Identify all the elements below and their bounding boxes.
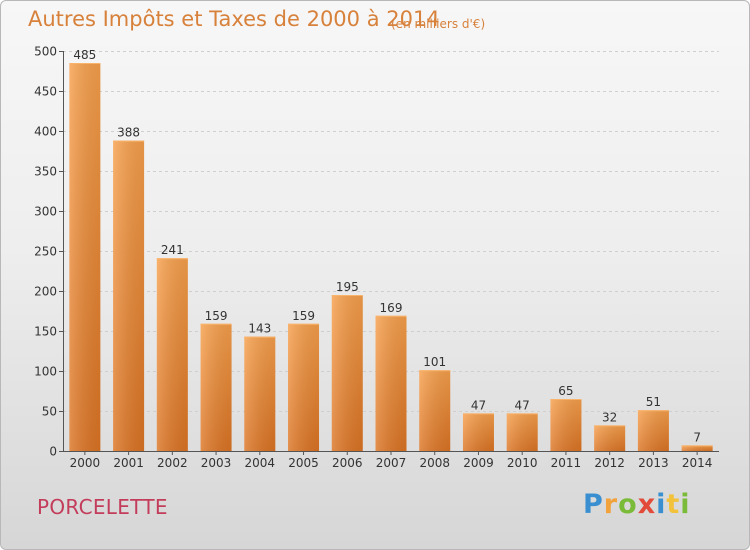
value-label-2014: 7 <box>693 430 701 444</box>
chart-title: Autres Impôts et Taxes de 2000 à 2014 <box>28 7 440 31</box>
x-tick-label-2010: 2010 <box>507 456 538 470</box>
value-label-2007: 169 <box>380 301 403 315</box>
bar-layer: 485 388 241 159 143 159 195 169 101 47 47 65 32 51 7 <box>69 48 713 451</box>
value-label-2010: 47 <box>515 398 530 412</box>
bar-shade-2001 <box>113 140 145 451</box>
y-tick-label: 450 <box>34 85 57 99</box>
y-tick-label: 150 <box>34 325 57 339</box>
x-tick-label-2012: 2012 <box>594 456 625 470</box>
y-tick-label: 400 <box>34 125 57 139</box>
y-tick-label: 500 <box>34 45 57 59</box>
bar-group-2006: 195 <box>331 280 363 451</box>
value-label-2001: 388 <box>117 126 140 140</box>
y-tick-label: 300 <box>34 205 57 219</box>
bar-shade-2003 <box>200 323 232 451</box>
bar-group-2014: 7 <box>681 430 713 451</box>
x-tick-label-2001: 2001 <box>113 456 144 470</box>
bar-group-2011: 65 <box>550 384 582 451</box>
logo-letter: i <box>656 489 667 520</box>
x-tick-label-2011: 2011 <box>551 456 582 470</box>
bar-shade-2006 <box>331 295 363 451</box>
bar-group-2008: 101 <box>419 355 451 451</box>
logo-letter: t <box>666 489 681 520</box>
bar-shade-2012 <box>594 425 626 451</box>
value-label-2005: 159 <box>292 309 315 323</box>
bar-group-2001: 388 <box>113 126 145 451</box>
value-label-2004: 143 <box>248 322 271 336</box>
value-label-2000: 485 <box>73 48 96 62</box>
bar-group-2000: 485 <box>69 48 101 451</box>
x-tick-label-2006: 2006 <box>332 456 363 470</box>
y-tick-label: 50 <box>42 405 57 419</box>
bar-group-2007: 169 <box>375 301 407 451</box>
value-label-2011: 65 <box>558 384 573 398</box>
bar-group-2004: 143 <box>244 322 276 451</box>
city-name: PORCELETTE <box>37 495 168 519</box>
value-label-2002: 241 <box>161 243 184 257</box>
bar-shade-2005 <box>288 323 320 451</box>
value-label-2006: 195 <box>336 280 359 294</box>
x-tick-label-2002: 2002 <box>157 456 188 470</box>
x-tick-label-2004: 2004 <box>245 456 276 470</box>
x-tick-label-2005: 2005 <box>288 456 319 470</box>
bar-shade-2007 <box>375 315 407 451</box>
logo-letter: i <box>680 489 691 520</box>
bar-shade-2013 <box>637 410 669 451</box>
value-label-2008: 101 <box>423 355 446 369</box>
bar-group-2003: 159 <box>200 309 232 451</box>
proxiti-logo[interactable]: Proxiti <box>583 489 691 520</box>
bar-group-2005: 159 <box>288 309 320 451</box>
logo-letter: P <box>583 489 604 520</box>
logo-letter: x <box>637 489 657 520</box>
bar-group-2002: 241 <box>156 243 188 451</box>
bar-shade-2014 <box>681 445 713 451</box>
axis-layer: 0 50 100 150 200 250 300 350 400 450 500 2000 2001 20… <box>34 45 719 470</box>
bar-shade-2011 <box>550 399 582 451</box>
unit-note: (en milliers d'€) <box>391 17 486 31</box>
x-tick-label-2008: 2008 <box>419 456 450 470</box>
bar-group-2009: 47 <box>462 398 494 451</box>
bar-shade-2009 <box>462 413 494 451</box>
logo-letter: r <box>603 489 619 520</box>
y-tick-label: 0 <box>49 445 57 459</box>
value-label-2003: 159 <box>205 309 228 323</box>
value-label-2009: 47 <box>471 398 486 412</box>
y-tick-label: 100 <box>34 365 57 379</box>
bar-group-2010: 47 <box>506 398 538 451</box>
value-label-2012: 32 <box>602 410 617 424</box>
bar-group-2013: 51 <box>637 395 669 451</box>
x-tick-label-2003: 2003 <box>201 456 232 470</box>
x-tick-label-2014: 2014 <box>682 456 713 470</box>
x-tick-label-2013: 2013 <box>638 456 669 470</box>
bar-shade-2010 <box>506 413 538 451</box>
x-tick-label-2000: 2000 <box>70 456 101 470</box>
bar-shade-2008 <box>419 370 451 451</box>
logo-letter: o <box>618 489 638 520</box>
bar-shade-2002 <box>156 258 188 451</box>
bar-shade-2000 <box>69 63 101 451</box>
value-label-2013: 51 <box>646 395 661 409</box>
y-tick-label: 250 <box>34 245 57 259</box>
y-tick-label: 200 <box>34 285 57 299</box>
y-tick-label: 350 <box>34 165 57 179</box>
x-tick-label-2009: 2009 <box>463 456 494 470</box>
bar-group-2012: 32 <box>594 410 626 451</box>
bar-shade-2004 <box>244 336 276 451</box>
x-tick-label-2007: 2007 <box>376 456 407 470</box>
